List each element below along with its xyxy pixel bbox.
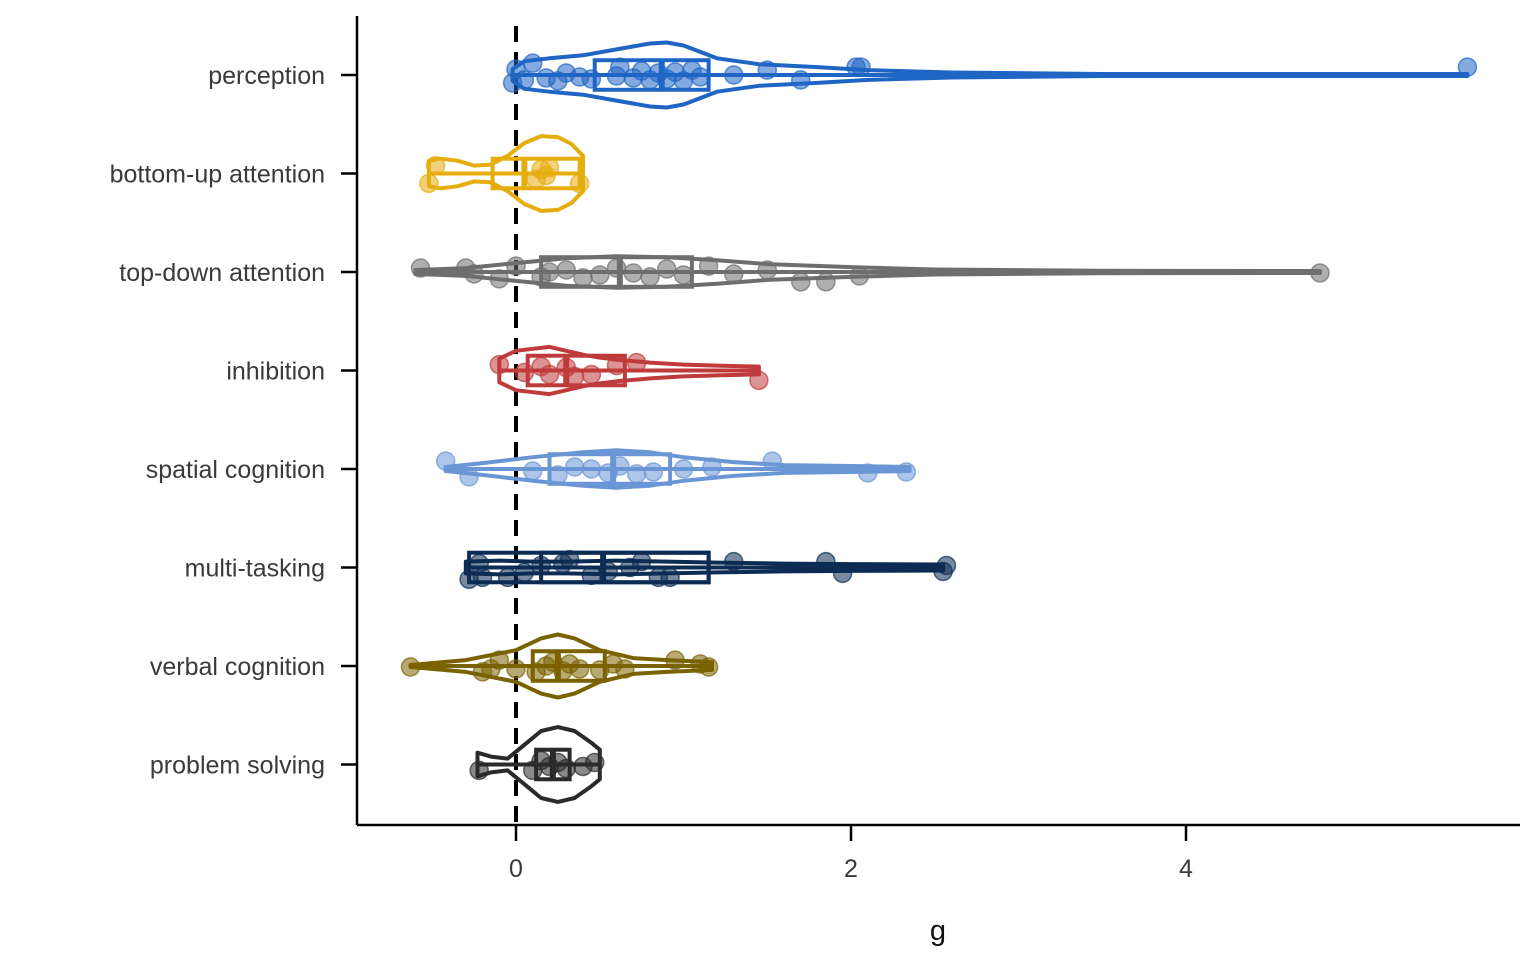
box-iqr: [490, 156, 582, 191]
box-iqr: [467, 550, 711, 585]
y-tick-label: inhibition: [226, 358, 325, 386]
box-iqr: [539, 255, 694, 289]
violin-outline: [408, 632, 714, 700]
y-tick-label: bottom-up attention: [110, 161, 325, 189]
x-axis-title: g: [930, 915, 946, 947]
series-inhibition: [489, 344, 769, 397]
data-point: [506, 659, 526, 679]
series-multi-tasking: [459, 549, 957, 590]
series-verbal-cognition: [400, 632, 719, 700]
box-iqr: [525, 353, 627, 388]
series-top-down-attention: [410, 254, 1330, 292]
x-tick-label: 4: [1179, 855, 1193, 883]
series-problem-solving: [469, 725, 605, 804]
data-point: [816, 272, 836, 292]
series-spatial-cognition: [435, 448, 917, 490]
box-inner: [539, 550, 711, 585]
y-tick-label: top-down attention: [119, 259, 325, 287]
series-perception: [502, 40, 1478, 110]
x-tick-label: 0: [509, 855, 523, 883]
data-point: [523, 53, 543, 73]
box-iqr: [592, 58, 711, 92]
y-tick-label: multi-tasking: [185, 555, 325, 583]
series-bottom-up-attention: [419, 134, 590, 213]
box-iqr: [530, 649, 607, 683]
y-tick-label: spatial cognition: [146, 456, 325, 484]
x-tick-labels: 0 2 4: [509, 855, 1193, 883]
box-iqr: [547, 452, 673, 486]
x-tick-label: 2: [844, 855, 858, 883]
violin-outline: [463, 558, 946, 577]
data-point: [791, 272, 811, 292]
violin-outline: [497, 344, 761, 397]
axes: [341, 16, 1520, 841]
y-tick-label: perception: [208, 62, 325, 90]
y-tick-labels: perception bottom-up attention top-down at…: [110, 62, 325, 780]
y-tick-label: problem solving: [150, 752, 325, 780]
y-tick-label: verbal cognition: [150, 653, 325, 681]
plot-area: [400, 26, 1478, 823]
violin-outline: [475, 725, 602, 804]
violin-outline: [426, 134, 585, 213]
